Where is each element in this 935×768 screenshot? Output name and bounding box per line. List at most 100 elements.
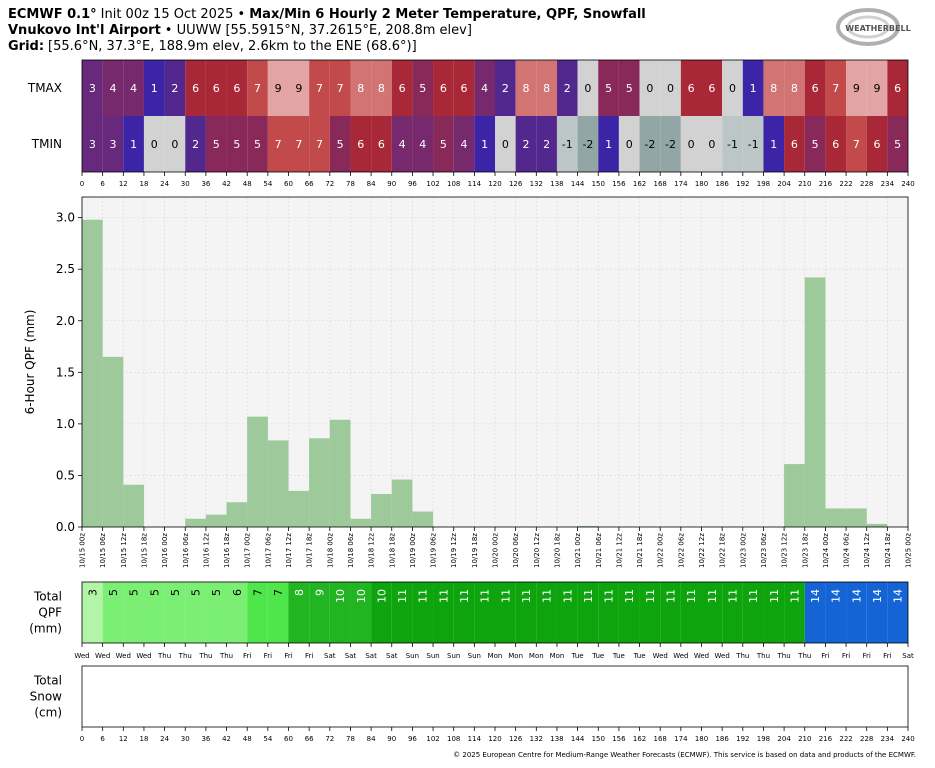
- total-label: 5: [107, 589, 120, 596]
- y-axis-label: QPF: [38, 606, 62, 620]
- bar: [577, 525, 599, 527]
- total-label: 11: [458, 589, 471, 603]
- temp-label: -1: [748, 138, 759, 151]
- x-tick-label: 10/18 06z: [347, 533, 355, 568]
- temp-label: 2: [522, 138, 529, 151]
- x-tick-label: 96: [408, 735, 417, 743]
- temp-label: 9: [275, 82, 282, 95]
- total-cell: [866, 582, 888, 643]
- bar: [804, 277, 826, 527]
- x-tick-label: 36: [201, 180, 210, 188]
- total-label: 14: [809, 589, 822, 603]
- temp-label: 8: [378, 82, 385, 95]
- x-tick-label: 10/19 06z: [430, 533, 438, 568]
- x-tick-label: Mon: [550, 652, 565, 660]
- temp-cell: [329, 116, 351, 172]
- temp-cell: [825, 60, 847, 116]
- bar: [825, 508, 847, 527]
- x-tick-label: 10/15 00z: [79, 533, 87, 568]
- total-cell: [123, 582, 144, 643]
- temp-label: 6: [874, 138, 881, 151]
- x-tick-label: Wed: [653, 652, 668, 660]
- footer: © 2025 European Centre for Medium-Range …: [453, 751, 916, 759]
- x-tick-label: 10/20 06z: [512, 533, 520, 568]
- temp-label: 0: [646, 82, 653, 95]
- temp-cell: [350, 116, 372, 172]
- temp-cell: [722, 60, 743, 116]
- total-label: 14: [871, 589, 884, 603]
- temp-cell: [391, 60, 413, 116]
- temp-label: 7: [316, 82, 323, 95]
- temp-cell: [433, 60, 454, 116]
- temp-label: 0: [171, 138, 178, 151]
- temp-cell: [412, 116, 434, 172]
- temp-cell: [143, 116, 165, 172]
- total-cell: [205, 582, 227, 643]
- total-label: 7: [272, 589, 285, 596]
- x-tick-label: 10/24 00z: [822, 533, 830, 568]
- temp-cell: [866, 60, 888, 116]
- x-tick-label: 168: [654, 735, 667, 743]
- x-tick-label: 12: [119, 180, 128, 188]
- bar: [412, 511, 434, 527]
- x-tick-label: Wed: [116, 652, 131, 660]
- x-tick-label: Thu: [797, 652, 811, 660]
- x-tick-label: 10/23 12z: [781, 533, 789, 568]
- total-label: 14: [892, 589, 905, 603]
- x-tick-label: 10/16 06z: [182, 533, 190, 568]
- x-tick-label: 114: [468, 735, 482, 743]
- temp-cell: [350, 60, 372, 116]
- temp-cell: [102, 60, 124, 116]
- bar: [391, 479, 413, 527]
- x-tick-label: 10/17 12z: [285, 533, 293, 568]
- temp-cell: [846, 60, 867, 116]
- bar: [329, 419, 351, 527]
- title-init: Init 00z 15 Oct 2025 •: [101, 7, 246, 22]
- temp-cell: [412, 60, 434, 116]
- temp-label: 2: [171, 82, 178, 95]
- total-cell: [309, 582, 330, 643]
- x-tick-label: Sun: [468, 652, 481, 660]
- x-tick-label: 192: [736, 180, 749, 188]
- temp-label: 9: [874, 82, 881, 95]
- y-axis-label: Total: [33, 674, 62, 688]
- temp-label: -1: [727, 138, 738, 151]
- x-tick-label: 0: [80, 180, 84, 188]
- total-label: 5: [169, 589, 182, 596]
- temp-cell: [536, 60, 557, 116]
- bar: [846, 508, 867, 527]
- temp-cell: [205, 116, 227, 172]
- temp-cell: [205, 60, 227, 116]
- temp-label: 8: [770, 82, 777, 95]
- temp-cell: [784, 116, 805, 172]
- temp-label: 2: [564, 82, 571, 95]
- x-tick-label: 30: [181, 180, 190, 188]
- total-cell: [722, 582, 743, 643]
- x-tick-label: Wed: [95, 652, 110, 660]
- x-tick-label: 216: [819, 735, 833, 743]
- total-label: 7: [252, 589, 265, 596]
- bar: [205, 514, 227, 527]
- temp-cell: [577, 60, 599, 116]
- total-label: 11: [623, 589, 636, 603]
- y-tick-label: 0.0: [56, 520, 75, 534]
- x-tick-label: 10/17 06z: [264, 533, 272, 568]
- total-label: 11: [768, 589, 781, 603]
- temp-cell: [598, 60, 619, 116]
- y-axis-label: (cm): [34, 706, 62, 720]
- x-tick-label: 126: [509, 735, 523, 743]
- x-tick-label: 10/23 06z: [760, 533, 768, 568]
- temp-cell: [846, 116, 867, 172]
- x-tick-label: Wed: [74, 652, 89, 660]
- x-tick-label: 0: [80, 735, 84, 743]
- total-label: 11: [479, 589, 492, 603]
- y-tick-label: 3.0: [56, 211, 75, 225]
- bar: [185, 518, 206, 527]
- temp-label: 5: [605, 82, 612, 95]
- x-tick-label: 10/21 00z: [574, 533, 582, 568]
- x-tick-label: 156: [612, 180, 626, 188]
- temp-cell: [329, 60, 351, 116]
- x-tick-label: 240: [901, 180, 914, 188]
- x-tick-label: Sat: [386, 652, 398, 660]
